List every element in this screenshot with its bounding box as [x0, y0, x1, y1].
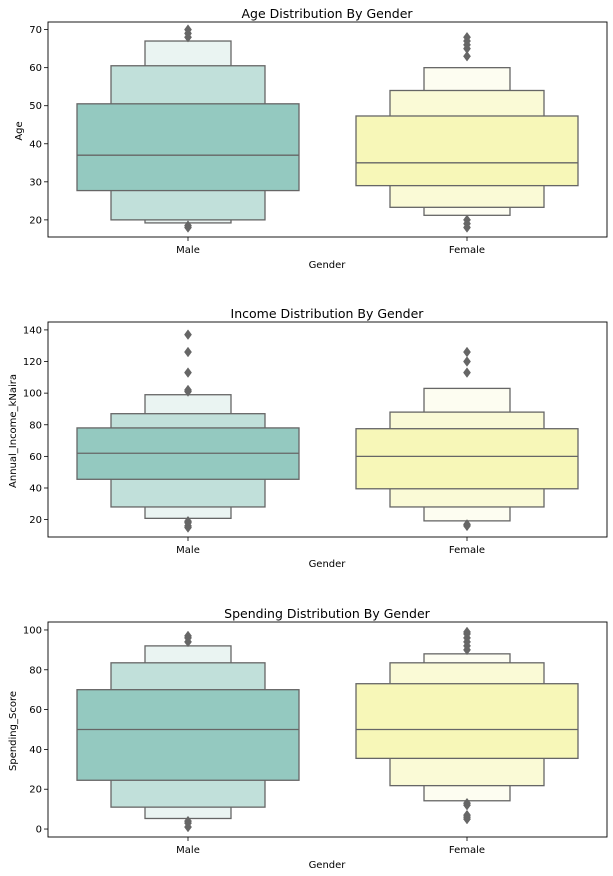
x-tick-label: Male: [176, 845, 200, 856]
x-axis-label: Gender: [309, 860, 347, 871]
outlier-point: [184, 630, 192, 642]
outlier-point: [184, 346, 192, 358]
outlier-point: [184, 515, 192, 527]
outlier-point: [184, 24, 192, 35]
boxen-level-1-female: [355, 115, 579, 187]
x-tick-label: Female: [449, 245, 485, 256]
outlier-point: [463, 356, 471, 367]
y-tick-label: 140: [23, 325, 42, 336]
y-axis-label: Spending_Score: [8, 691, 19, 771]
outlier-point: [463, 809, 471, 821]
y-tick-label: 30: [29, 177, 42, 188]
boxen-level-1-female: [355, 428, 579, 490]
y-tick-label: 60: [29, 452, 42, 463]
chart-title: Spending Distribution By Gender: [224, 606, 430, 621]
y-tick-label: 40: [29, 139, 42, 150]
y-tick-label: 70: [29, 25, 42, 36]
y-tick-label: 20: [29, 515, 42, 526]
outlier-point: [184, 329, 192, 340]
x-tick-label: Female: [449, 545, 485, 556]
y-tick-label: 0: [36, 825, 42, 836]
y-axis-label: Age: [14, 121, 25, 140]
outlier-point: [463, 519, 471, 530]
x-tick-label: Male: [176, 245, 200, 256]
chart-title: Income Distribution By Gender: [231, 306, 425, 321]
outlier-point: [184, 367, 192, 378]
outlier-point: [463, 626, 471, 638]
x-tick-label: Female: [449, 845, 485, 856]
outlier-point: [463, 31, 471, 43]
y-tick-label: 20: [29, 215, 42, 226]
y-tick-label: 100: [23, 389, 42, 400]
outlier-point: [184, 384, 192, 396]
x-tick-label: Male: [176, 545, 200, 556]
y-tick-label: 50: [29, 101, 42, 112]
axes-frame: [47, 21, 608, 238]
boxen-level-1-male: [76, 689, 300, 781]
y-tick-label: 60: [29, 705, 42, 716]
panel-age: Age Distribution By Gender Gender Age 20…: [14, 6, 608, 271]
y-axis-label: Annual_Income_kNaira: [8, 374, 19, 488]
outlier-point: [463, 367, 471, 378]
y-tick-label: 100: [23, 625, 42, 636]
y-tick-label: 40: [29, 745, 42, 756]
panel-income: Income Distribution By Gender Gender Ann…: [8, 306, 608, 570]
y-tick-label: 60: [29, 63, 42, 74]
plot-area: 20 40 60 80 100 120 140 Male Female: [23, 321, 608, 556]
outlier-point: [463, 214, 471, 226]
plot-area: 0 20 40 60 80 100 Male Female: [23, 621, 608, 856]
panel-spending: Spending Distribution By Gender Gender S…: [8, 606, 608, 871]
outlier-point: [463, 797, 471, 809]
axes-frame: [47, 321, 608, 538]
x-axis-label: Gender: [309, 559, 347, 570]
boxen-level-1-female: [355, 683, 579, 760]
boxen-level-1-male: [76, 103, 300, 192]
y-tick-label: 80: [29, 420, 42, 431]
plot-area: 20 30 40 50 60 70 Male Female: [29, 21, 608, 256]
y-tick-label: 120: [23, 357, 42, 368]
chart-title: Age Distribution By Gender: [241, 6, 413, 21]
outlier-point: [463, 346, 471, 358]
y-tick-label: 20: [29, 785, 42, 796]
outlier-point: [463, 50, 471, 62]
y-tick-label: 40: [29, 483, 42, 494]
axes-frame: [47, 621, 608, 838]
outlier-point: [184, 815, 192, 827]
x-axis-label: Gender: [309, 260, 347, 271]
y-tick-label: 80: [29, 665, 42, 676]
outlier-point: [184, 220, 192, 231]
